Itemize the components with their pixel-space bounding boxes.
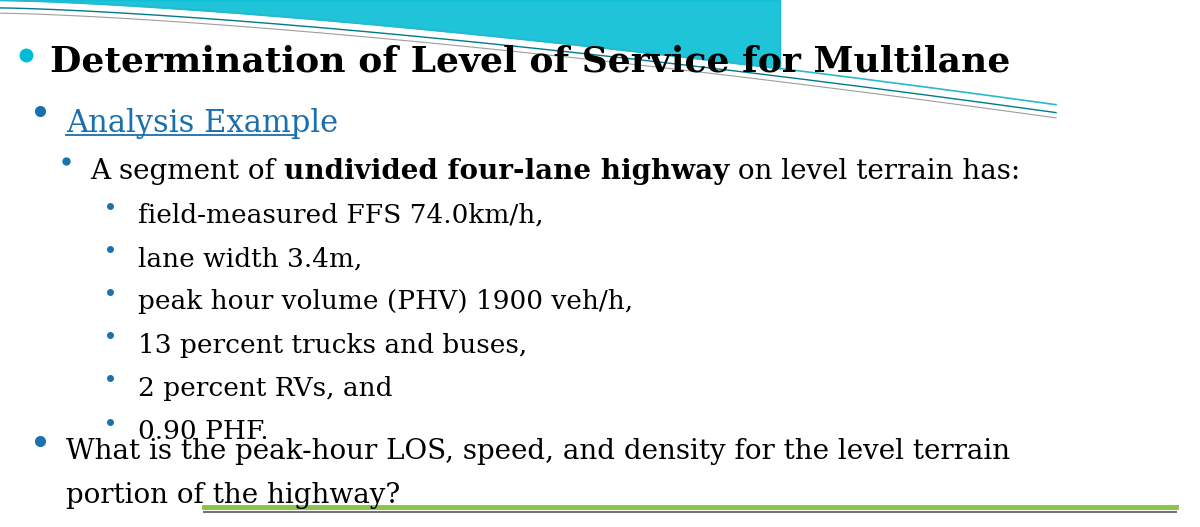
Text: What is the peak-hour LOS, speed, and density for the level terrain: What is the peak-hour LOS, speed, and de… bbox=[66, 438, 1010, 465]
Text: 13 percent trucks and buses,: 13 percent trucks and buses, bbox=[138, 333, 527, 357]
Text: A segment of: A segment of bbox=[90, 158, 283, 185]
Text: on level terrain has:: on level terrain has: bbox=[728, 158, 1020, 185]
Text: portion of the highway?: portion of the highway? bbox=[66, 482, 401, 509]
Text: Determination of Level of Service for Multilane: Determination of Level of Service for Mu… bbox=[50, 45, 1010, 79]
Text: undivided four-lane highway: undivided four-lane highway bbox=[283, 158, 730, 185]
Text: 2 percent RVs, and: 2 percent RVs, and bbox=[138, 376, 392, 401]
Text: lane width 3.4m,: lane width 3.4m, bbox=[138, 246, 362, 271]
Text: peak hour volume (PHV) 1900 veh/h,: peak hour volume (PHV) 1900 veh/h, bbox=[138, 289, 634, 314]
Text: Analysis Example: Analysis Example bbox=[66, 108, 338, 139]
Text: field-measured FFS 74.0km/h,: field-measured FFS 74.0km/h, bbox=[138, 203, 544, 228]
Text: 0.90 PHF.: 0.90 PHF. bbox=[138, 419, 269, 444]
